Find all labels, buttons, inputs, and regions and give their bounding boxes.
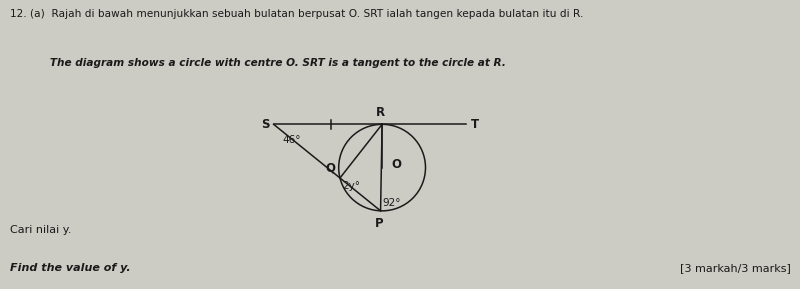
Text: O: O: [391, 158, 402, 171]
Text: T: T: [470, 118, 479, 131]
Text: 46°: 46°: [282, 136, 301, 145]
Text: 2y°: 2y°: [342, 181, 361, 191]
Text: The diagram shows a circle with centre O. SRT is a tangent to the circle at R.: The diagram shows a circle with centre O…: [10, 58, 506, 68]
Text: 92°: 92°: [382, 199, 401, 208]
Text: Q: Q: [325, 162, 335, 175]
Text: 12. (a)  Rajah di bawah menunjukkan sebuah bulatan berpusat O. SRT ialah tangen : 12. (a) Rajah di bawah menunjukkan sebua…: [10, 9, 583, 19]
Text: R: R: [376, 106, 386, 119]
Text: [3 markah/3 marks]: [3 markah/3 marks]: [679, 263, 790, 273]
Text: Cari nilai y.: Cari nilai y.: [10, 225, 71, 236]
Text: P: P: [375, 217, 384, 230]
Text: S: S: [261, 118, 270, 131]
Text: Find the value of y.: Find the value of y.: [10, 263, 130, 273]
